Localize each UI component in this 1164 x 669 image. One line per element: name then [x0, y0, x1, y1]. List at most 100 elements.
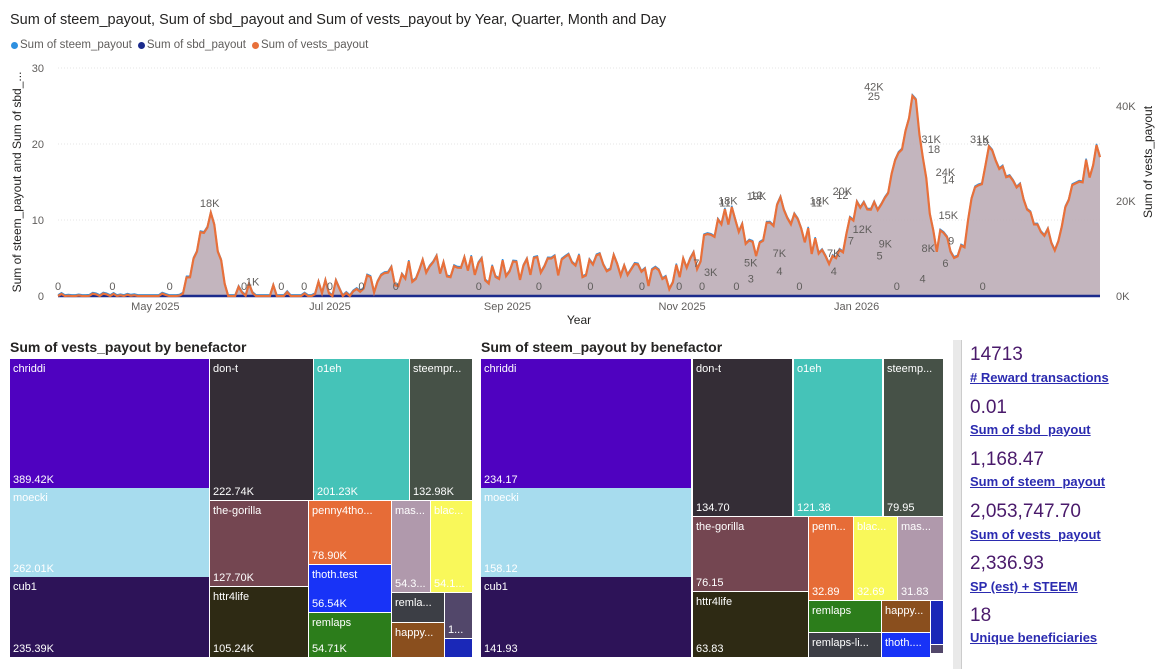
data-label: 15K: [938, 210, 958, 222]
treemap-vests-tile-name: don-t: [213, 363, 239, 375]
data-label: 3: [748, 273, 754, 285]
treemap-vests-tile[interactable]: the-gorilla 127.70K: [210, 501, 308, 586]
data-label: 20K: [833, 186, 853, 198]
kpi-label-vests[interactable]: Sum of vests_payout: [970, 527, 1101, 542]
treemap-steem-tile[interactable]: remlaps-li...: [809, 633, 881, 657]
treemap-vests-tile[interactable]: httr4life 105.24K: [210, 587, 308, 657]
x-tick-label: Sep 2025: [484, 301, 531, 313]
data-label: 18: [928, 144, 940, 156]
treemap-vests-tile[interactable]: happy...: [392, 623, 444, 657]
treemap-steem-tile[interactable]: [931, 601, 943, 644]
treemap-steem-tile[interactable]: o1eh 121.38: [794, 359, 882, 516]
treemap-steem-tile-value: 79.95: [887, 502, 915, 514]
treemap-vests-tile[interactable]: moecki 262.01K: [10, 488, 209, 577]
treemap-vests-tile-name: chriddi: [13, 363, 46, 375]
treemap-steem-tile[interactable]: blac... 32.69: [854, 517, 897, 600]
treemap-vests[interactable]: chriddi 389.42K moecki 262.01K cub1 235.39K do…: [10, 359, 472, 657]
treemap-vests-tile-name: penny4tho...: [312, 505, 373, 517]
treemap-steem-tile-name: chriddi: [484, 363, 517, 375]
treemap-steem-tile[interactable]: [931, 645, 943, 653]
treemap-vests-tile[interactable]: 1...: [445, 593, 472, 638]
kpi-label-sp-steem[interactable]: SP (est) + STEEM: [970, 579, 1078, 594]
treemap-vests-tile-name: the-gorilla: [213, 505, 262, 517]
line-chart-title: Sum of steem_payout, Sum of sbd_payout a…: [10, 12, 667, 28]
treemap-vests-tile[interactable]: blac... 54.1...: [431, 501, 472, 592]
treemap-steem-tile[interactable]: thoth....: [882, 633, 930, 657]
legend-dot-steem-icon: [11, 41, 18, 49]
treemap-vests-tile[interactable]: mas... 54.3...: [392, 501, 430, 592]
treemap-steem-tile[interactable]: moecki 158.12: [481, 488, 691, 577]
treemap-vests-tile-value: 54.1...: [434, 578, 465, 590]
kpi-label-steem[interactable]: Sum of steem_payout: [970, 474, 1106, 489]
y-left-tick-label: 20: [32, 139, 44, 151]
data-label: 14: [942, 175, 954, 187]
treemap-steem-title: Sum of steem_payout by benefactor: [481, 339, 723, 355]
data-label: 12: [750, 190, 762, 202]
y-right-tick-label: 20K: [1116, 196, 1136, 208]
y-left-tick-label: 0: [38, 291, 44, 303]
treemap-vests-tile-name: mas...: [395, 505, 425, 517]
treemap-steem-tile-value: 63.83: [696, 643, 724, 655]
data-label: 7K: [827, 248, 841, 260]
treemap-vests-tile[interactable]: thoth.test 56.54K: [309, 565, 391, 612]
kpi-panel: 14713 # Reward transactions 0.01 Sum of …: [953, 340, 1155, 669]
data-label: 9: [948, 235, 954, 247]
treemap-vests-tile[interactable]: remlaps 54.71K: [309, 613, 391, 657]
data-label: 5K: [744, 257, 758, 269]
treemap-steem-tile-name: blac...: [857, 521, 887, 533]
treemap-steem-tile[interactable]: happy...: [882, 601, 930, 632]
treemap-vests-tile-name: cub1: [13, 581, 37, 593]
treemap-steem-tile[interactable]: remlaps: [809, 601, 881, 632]
treemap-steem-tile[interactable]: don-t 134.70: [693, 359, 792, 516]
treemap-steem-tile-name: remlaps: [812, 605, 852, 617]
treemap-vests-tile-name: o1eh: [317, 363, 342, 375]
treemap-vests-tile-name: httr4life: [213, 591, 250, 603]
treemap-steem-tile-value: 32.69: [857, 586, 885, 598]
treemap-steem-tile[interactable]: penn... 32.89: [809, 517, 853, 600]
treemap-steem-tile[interactable]: steemp... 79.95: [884, 359, 943, 516]
legend-item-vests[interactable]: Sum of vests_payout: [251, 39, 368, 51]
treemap-vests-tile-value: 262.01K: [13, 563, 54, 575]
treemap-vests-tile-value: 132.98K: [413, 486, 454, 498]
treemap-vests-tile-value: 105.24K: [213, 643, 254, 655]
treemap-steem-tile[interactable]: mas... 31.83: [898, 517, 943, 600]
y-left-tick-label: 10: [32, 215, 44, 227]
data-label: 25: [868, 91, 880, 103]
treemap-vests-tile[interactable]: penny4tho... 78.90K: [309, 501, 391, 564]
treemap-vests-tile[interactable]: o1eh 201.23K: [314, 359, 409, 500]
treemap-steem-tile[interactable]: cub1 141.93: [481, 577, 691, 657]
y-right-axis-title: Sum of vests_payout: [1141, 105, 1155, 218]
treemap-vests-tile-value: 56.54K: [312, 598, 347, 610]
treemap-vests-tile-name: remlaps: [312, 617, 352, 629]
treemap-vests-tile-value: 222.74K: [213, 486, 254, 498]
legend-item-steem[interactable]: Sum of steem_payout: [11, 39, 132, 51]
data-label: 3K: [704, 267, 718, 279]
x-tick-label: Nov 2025: [659, 301, 706, 313]
treemap-vests-tile[interactable]: remla...: [392, 593, 444, 622]
legend-item-sbd[interactable]: Sum of sbd_payout: [137, 39, 246, 51]
kpi-label-unique-beneficiaries[interactable]: Unique beneficiaries: [970, 630, 1098, 645]
data-label: 8K: [922, 243, 936, 255]
legend-label-steem: Sum of steem_payout: [20, 39, 132, 51]
treemap-steem-tile-value: 158.12: [484, 563, 518, 575]
data-label: 4: [831, 266, 837, 278]
treemap-steem-tile[interactable]: the-gorilla 76.15: [693, 517, 808, 591]
y-left-tick-label: 30: [32, 63, 44, 75]
kpi-label-reward-transactions[interactable]: # Reward transactions: [970, 370, 1109, 385]
treemap-vests-tile[interactable]: [445, 639, 472, 657]
treemap-steem[interactable]: chriddi 234.17 moecki 158.12 cub1 141.93 don-t…: [481, 359, 943, 657]
treemap-vests-tile[interactable]: cub1 235.39K: [10, 577, 209, 657]
treemap-vests-tile[interactable]: steempr... 132.98K: [410, 359, 472, 500]
treemap-vests-tile[interactable]: don-t 222.74K: [210, 359, 313, 500]
y-right-tick-label: 40K: [1116, 101, 1136, 113]
data-label: 11: [811, 197, 822, 209]
data-label: 0: [676, 281, 682, 293]
treemap-steem-tile[interactable]: httr4life 63.83: [693, 592, 808, 657]
data-label: 9K: [879, 238, 893, 250]
data-label: 4: [919, 273, 925, 285]
treemap-steem-tile[interactable]: chriddi 234.17: [481, 359, 691, 488]
data-label: 0: [393, 281, 399, 293]
treemap-vests-tile[interactable]: chriddi 389.42K: [10, 359, 209, 488]
kpi-label-sbd[interactable]: Sum of sbd_payout: [970, 422, 1091, 437]
